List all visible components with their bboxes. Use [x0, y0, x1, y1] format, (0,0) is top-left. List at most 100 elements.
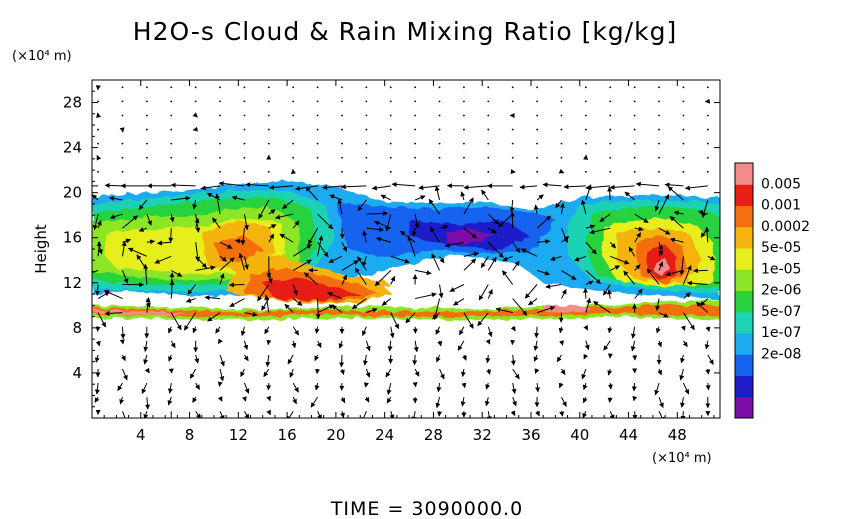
wind-vector: [386, 382, 392, 395]
wind-vector: [390, 255, 410, 264]
x-axis: 4 8 12 16 20 24 28 32 36 40 44 48: [103, 80, 715, 444]
wind-vector: [580, 199, 587, 215]
wind-vector: [599, 213, 611, 223]
wind-vector: [463, 156, 465, 159]
wind-vector: [511, 86, 514, 89]
wind-vector: [511, 382, 517, 394]
colorbar-label: 5e-05: [761, 240, 801, 256]
wind-vector: [623, 270, 636, 285]
wind-vector: [243, 86, 246, 89]
wind-vector: [646, 268, 660, 285]
wind-vector: [168, 354, 173, 362]
wind-vector: [292, 244, 312, 257]
wind-vector: [583, 287, 589, 299]
wind-vector: [385, 368, 392, 378]
wind-vector: [243, 213, 249, 231]
wind-vector: [292, 396, 297, 405]
wind-vector: [609, 142, 612, 145]
wind-vector: [414, 170, 417, 173]
wind-vector: [92, 269, 99, 274]
wind-vector: [658, 242, 664, 257]
wind-vector: [145, 170, 148, 173]
wind-vector: [542, 182, 562, 188]
wind-vector: [391, 181, 416, 187]
wind-vector: [582, 382, 588, 391]
wind-vector: [669, 237, 684, 243]
wind-vector: [512, 241, 521, 254]
x-tick-label: 8: [185, 426, 195, 444]
wind-vector: [584, 114, 587, 117]
wind-vector: [414, 114, 417, 117]
wind-vector: [407, 235, 416, 257]
wind-vector: [610, 265, 621, 271]
colorbar-label: 0.005: [761, 176, 801, 192]
wind-vector: [374, 270, 392, 287]
wind-vector: [170, 340, 176, 349]
wind-vector: [240, 326, 246, 337]
wind-vector: [584, 100, 587, 103]
wind-vector: [633, 142, 636, 145]
wind-vector: [704, 340, 710, 350]
wind-vector: [574, 255, 587, 262]
wind-vector: [412, 354, 418, 366]
wind-vector: [389, 128, 392, 131]
wind-vector: [341, 100, 343, 103]
wind-vector: [679, 397, 685, 408]
wind-vector: [317, 213, 334, 230]
wind-vector: [609, 241, 617, 249]
wind-vector: [292, 156, 295, 159]
wind-vector: [487, 241, 504, 258]
wind-vector: [219, 255, 228, 262]
wind-vector: [563, 184, 586, 190]
wind-vector: [412, 381, 418, 388]
wind-vector: [289, 368, 295, 378]
wind-vector: [534, 368, 540, 374]
wind-vector: [478, 284, 489, 301]
wind-vector: [145, 128, 148, 131]
wind-vector: [292, 114, 295, 117]
wind-vector: [241, 396, 247, 402]
wind-vector: [545, 283, 562, 289]
wind-vector: [122, 215, 139, 229]
plot-area: [92, 80, 720, 418]
wind-vector: [341, 142, 343, 145]
wind-vector: [511, 142, 514, 145]
colorbar-swatch: [735, 354, 753, 376]
wind-vector: [361, 411, 367, 418]
wind-vector: [556, 354, 562, 363]
wind-vector: [138, 227, 148, 232]
wind-vector: [487, 213, 500, 225]
wind-vector: [389, 86, 392, 89]
wind-vector: [268, 184, 294, 190]
wind-vector: [706, 156, 709, 159]
wind-vector: [219, 142, 221, 145]
wind-vector: [533, 204, 539, 215]
wind-vector: [583, 353, 589, 360]
wind-vector: [682, 114, 685, 117]
wind-vector: [192, 326, 198, 334]
wind-vector: [267, 114, 270, 117]
wind-vector: [438, 100, 441, 103]
colorbar-swatch: [735, 333, 753, 355]
colorbar-swatch: [735, 311, 753, 334]
wind-vector: [484, 397, 490, 407]
wind-vector: [143, 340, 149, 352]
wind-vector: [339, 354, 345, 368]
wind-vector: [664, 182, 684, 188]
wind-vector: [97, 242, 103, 255]
x-unit-label: (×10⁴ m): [652, 451, 712, 466]
wind-vector: [219, 368, 225, 382]
y-tick-label: 20: [63, 184, 82, 202]
wind-vector: [281, 199, 294, 210]
wind-vector: [607, 383, 613, 390]
y-tick-label: 16: [63, 229, 82, 247]
wind-vector: [366, 227, 385, 233]
colorbar-frame: [734, 162, 754, 419]
wind-vector: [264, 326, 270, 335]
wind-vector: [357, 199, 367, 212]
wind-vector: [122, 238, 131, 244]
wind-vector: [535, 383, 541, 393]
wind-vector: [244, 311, 258, 317]
wind-vector: [268, 224, 277, 229]
wind-vector: [435, 326, 441, 335]
